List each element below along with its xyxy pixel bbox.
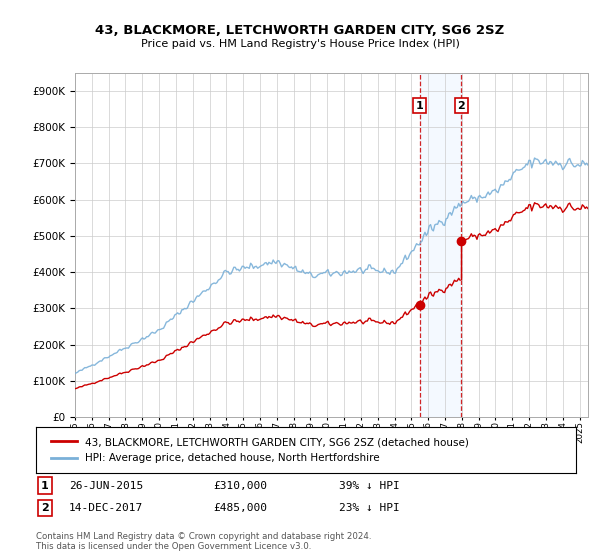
Text: 26-JUN-2015: 26-JUN-2015 — [69, 480, 143, 491]
Bar — [419, 73, 461, 417]
Text: 39% ↓ HPI: 39% ↓ HPI — [339, 480, 400, 491]
Text: 14-DEC-2017: 14-DEC-2017 — [69, 503, 143, 513]
Text: 23% ↓ HPI: 23% ↓ HPI — [339, 503, 400, 513]
Text: Contains HM Land Registry data © Crown copyright and database right 2024.
This d: Contains HM Land Registry data © Crown c… — [36, 532, 371, 552]
Text: 1: 1 — [41, 480, 49, 491]
Legend: 43, BLACKMORE, LETCHWORTH GARDEN CITY, SG6 2SZ (detached house), HPI: Average pr: 43, BLACKMORE, LETCHWORTH GARDEN CITY, S… — [47, 433, 473, 468]
Text: 2: 2 — [41, 503, 49, 513]
Text: 43, BLACKMORE, LETCHWORTH GARDEN CITY, SG6 2SZ: 43, BLACKMORE, LETCHWORTH GARDEN CITY, S… — [95, 24, 505, 36]
Text: 2: 2 — [457, 100, 465, 110]
Text: Price paid vs. HM Land Registry's House Price Index (HPI): Price paid vs. HM Land Registry's House … — [140, 39, 460, 49]
Text: 1: 1 — [416, 100, 424, 110]
Text: £485,000: £485,000 — [213, 503, 267, 513]
Text: £310,000: £310,000 — [213, 480, 267, 491]
